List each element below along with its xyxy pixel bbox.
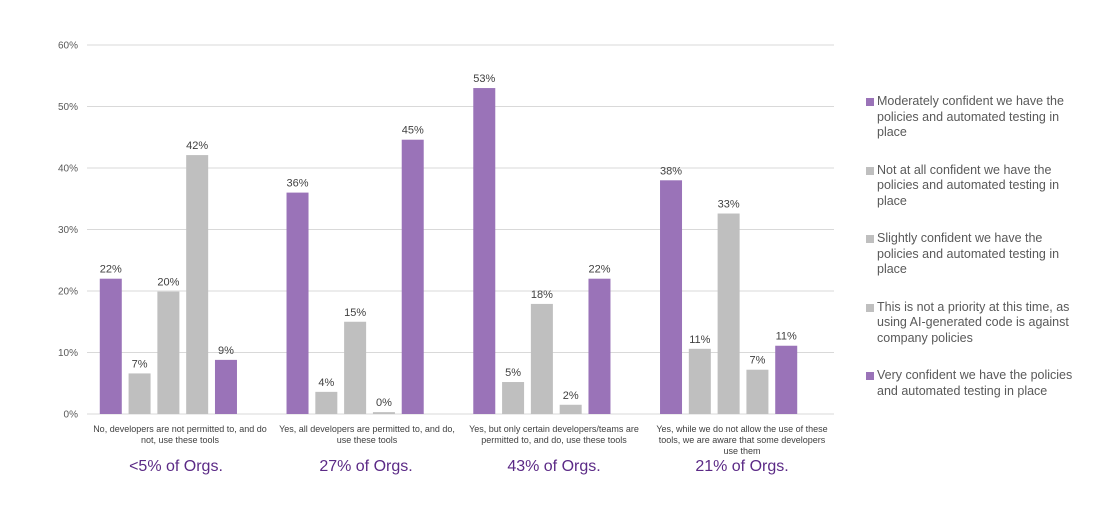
bar: [157, 291, 180, 414]
bar: [588, 278, 611, 414]
category-footnote: 43% of Orgs.: [507, 458, 601, 475]
data-label: 2%: [563, 390, 579, 402]
bars: [99, 88, 798, 415]
data-label: 53%: [473, 73, 495, 85]
y-tick-label: 20%: [58, 287, 78, 298]
data-label: 20%: [157, 277, 179, 289]
data-label: 11%: [689, 334, 710, 346]
data-label: 7%: [132, 358, 148, 370]
bar: [717, 213, 740, 414]
data-label: 22%: [588, 264, 610, 276]
bar: [530, 303, 553, 414]
legend-label: Moderately confident we have the policie…: [877, 94, 1064, 139]
category-footnote: <5% of Orgs.: [129, 458, 223, 475]
category-label: Yes, all developers are permitted to, an…: [279, 424, 455, 445]
bar: [473, 88, 496, 415]
data-label: 15%: [344, 307, 366, 319]
y-tick-label: 10%: [58, 348, 78, 359]
legend-swatch: [866, 235, 874, 243]
legend-swatch: [866, 166, 874, 175]
bar: [502, 382, 525, 414]
bar: [286, 192, 309, 414]
data-label: 38%: [660, 165, 682, 177]
y-tick-label: 0%: [64, 410, 79, 421]
category-label: Yes, while we do not allow the use of th…: [656, 424, 828, 456]
data-label: 7%: [749, 355, 765, 367]
legend-item: Not at all confident we have the policie…: [866, 163, 1081, 210]
data-label: 36%: [287, 178, 309, 190]
data-label: 45%: [402, 125, 424, 137]
category-label: No, developers are not permitted to, and…: [93, 424, 267, 445]
legend-label: Slightly confident we have the policies …: [877, 231, 1060, 276]
legend-swatch: [866, 303, 874, 312]
bar: [99, 278, 122, 414]
legend-swatch: [866, 372, 874, 380]
data-label: 5%: [505, 367, 521, 379]
legend: Moderately confident we have the policie…: [866, 94, 1081, 421]
y-tick-label: 30%: [58, 225, 78, 236]
category-footnote: 27% of Orgs.: [319, 458, 413, 475]
legend-item: This is not a priority at this time, as …: [866, 300, 1081, 347]
data-label: 18%: [531, 289, 553, 301]
bar: [746, 369, 769, 414]
bar: [128, 373, 151, 414]
category-footnote: 21% of Orgs.: [695, 458, 789, 475]
bar: [214, 359, 237, 414]
bar: [401, 139, 424, 414]
bar: [660, 180, 683, 414]
legend-label: Very confident we have the policies and …: [877, 368, 1073, 398]
data-label: 0%: [376, 397, 392, 409]
data-label: 33%: [718, 199, 740, 211]
data-labels: 22% 7% 20% 42% 9% 36% 4% 15% 0% 45% 53% 5% 18% 2% 22% 3…: [100, 73, 797, 409]
y-tick-label: 60%: [58, 41, 78, 52]
y-axis-ticks: 0% 10% 20% 30% 40% 50% 60%: [58, 41, 78, 421]
bar: [186, 155, 209, 414]
legend-swatch: [866, 98, 874, 106]
legend-item: Slightly confident we have the policies …: [866, 231, 1081, 278]
legend-item: Moderately confident we have the policie…: [866, 94, 1081, 141]
data-label: 42%: [186, 140, 208, 152]
y-tick-label: 50%: [58, 102, 78, 113]
y-tick-label: 40%: [58, 164, 78, 175]
data-label: 11%: [776, 331, 797, 343]
data-label: 4%: [318, 377, 334, 389]
data-label: 22%: [100, 264, 122, 276]
bar: [559, 404, 582, 414]
data-label: 9%: [218, 345, 234, 357]
gridlines: [87, 44, 834, 415]
bar: [344, 321, 367, 414]
bar: [315, 391, 338, 414]
bar: [372, 412, 395, 414]
category-label: Yes, but only certain developers/teams a…: [469, 424, 639, 445]
legend-label: This is not a priority at this time, as …: [877, 299, 1070, 345]
legend-label: Not at all confident we have the policie…: [877, 162, 1060, 208]
bar: [775, 345, 798, 414]
legend-item: Very confident we have the policies and …: [866, 368, 1081, 399]
bar: [688, 348, 711, 414]
